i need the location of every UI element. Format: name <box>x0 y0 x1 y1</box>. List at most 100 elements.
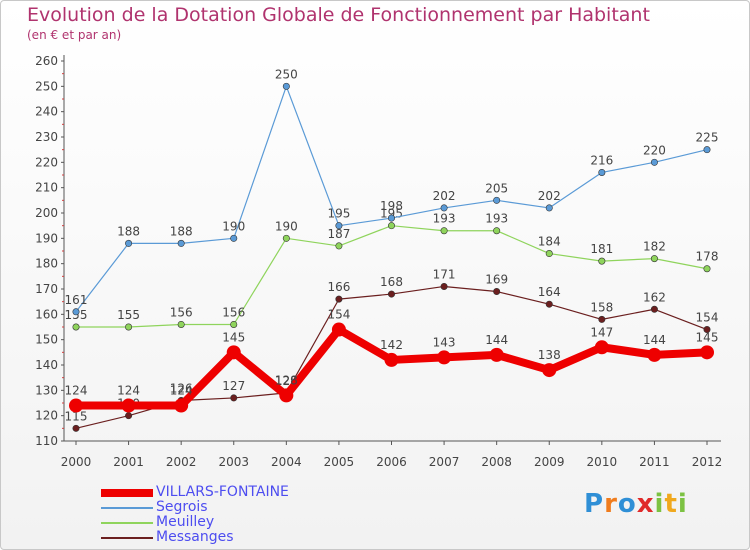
data-point <box>121 398 136 413</box>
data-label: 168 <box>380 275 403 289</box>
data-label: 142 <box>380 338 403 352</box>
data-point <box>440 227 448 235</box>
data-point <box>493 227 501 235</box>
data-point <box>72 308 80 316</box>
data-label: 143 <box>433 335 456 349</box>
y-tick-label: 260 <box>35 54 58 68</box>
data-point <box>331 322 346 337</box>
y-tick-label: 220 <box>35 155 58 169</box>
data-point <box>703 146 711 154</box>
data-point <box>650 158 658 166</box>
data-label: 156 <box>222 305 245 319</box>
y-tick-label: 170 <box>35 282 58 296</box>
data-label: 202 <box>433 189 456 203</box>
data-label: 182 <box>643 240 666 254</box>
x-tick-label: 2010 <box>587 455 618 469</box>
data-label: 115 <box>65 409 88 423</box>
logo-letter: i <box>654 489 665 519</box>
x-tick-label: 2002 <box>166 455 197 469</box>
logo-letter: r <box>604 489 618 519</box>
x-tick-label: 2004 <box>271 455 302 469</box>
y-tick-label: 240 <box>35 105 58 119</box>
data-label: 128 <box>275 373 298 387</box>
data-point <box>650 255 658 263</box>
data-label: 164 <box>538 285 561 299</box>
data-point <box>177 239 185 247</box>
legend-swatch <box>101 537 153 539</box>
data-point <box>703 326 711 334</box>
y-tick-label: 200 <box>35 206 58 220</box>
legend-swatch <box>101 522 153 524</box>
data-point <box>230 394 238 402</box>
data-label: 250 <box>275 67 298 81</box>
logo-letter: i <box>677 489 688 519</box>
data-label: 198 <box>380 199 403 213</box>
data-point <box>493 288 501 296</box>
data-point <box>335 222 343 230</box>
x-tick-label: 2003 <box>218 455 249 469</box>
data-label: 216 <box>590 153 613 167</box>
data-point <box>125 412 133 420</box>
data-point <box>594 340 609 355</box>
data-label: 144 <box>643 333 666 347</box>
data-point <box>335 295 343 303</box>
data-point <box>703 265 711 273</box>
x-tick-label: 2007 <box>429 455 460 469</box>
chart-title: Evolution de la Dotation Globale de Fonc… <box>27 4 650 26</box>
x-tick-label: 2000 <box>61 455 92 469</box>
data-label: 124 <box>117 384 140 398</box>
data-label: 184 <box>538 235 561 249</box>
data-point <box>598 257 606 265</box>
data-label: 145 <box>222 330 245 344</box>
data-point <box>545 204 553 212</box>
y-tick-label: 180 <box>35 257 58 271</box>
data-label: 145 <box>696 330 719 344</box>
data-point <box>384 352 399 367</box>
y-tick-label: 250 <box>35 79 58 93</box>
data-label: 225 <box>696 131 719 145</box>
data-label: 171 <box>433 267 456 281</box>
data-label: 178 <box>696 250 719 264</box>
x-tick-label: 2012 <box>692 455 723 469</box>
legend-swatch <box>101 489 153 497</box>
data-point <box>230 320 238 328</box>
data-label: 187 <box>327 227 350 241</box>
data-point <box>542 363 557 378</box>
y-tick-label: 120 <box>35 409 58 423</box>
data-point <box>177 320 185 328</box>
data-label: 190 <box>275 219 298 233</box>
data-point <box>545 300 553 308</box>
data-point <box>335 242 343 250</box>
data-label: 162 <box>643 290 666 304</box>
data-label: 193 <box>433 212 456 226</box>
y-tick-label: 130 <box>35 383 58 397</box>
data-label: 166 <box>327 280 350 294</box>
data-point <box>387 222 395 230</box>
x-tick-label: 2011 <box>639 455 670 469</box>
data-label: 124 <box>65 384 88 398</box>
y-tick-label: 110 <box>35 434 58 448</box>
data-label: 190 <box>222 219 245 233</box>
data-point <box>647 347 662 362</box>
logo-letter: t <box>664 489 678 519</box>
data-point <box>174 398 189 413</box>
data-point <box>493 196 501 204</box>
data-label: 195 <box>327 207 350 221</box>
data-point <box>387 214 395 222</box>
data-label: 205 <box>485 181 508 195</box>
data-point <box>700 345 714 360</box>
data-point <box>440 204 448 212</box>
data-point <box>69 398 83 413</box>
data-point <box>598 168 606 176</box>
x-tick-label: 2005 <box>324 455 355 469</box>
y-tick-label: 150 <box>35 333 58 347</box>
data-label: 155 <box>117 308 140 322</box>
data-label: 161 <box>65 293 88 307</box>
legend-label: VILLARS-FONTAINE <box>156 484 289 500</box>
legend-label: Segrois <box>156 499 208 515</box>
data-point <box>545 250 553 258</box>
data-label: 181 <box>590 242 613 256</box>
y-tick-label: 140 <box>35 358 58 372</box>
data-label: 144 <box>485 333 508 347</box>
